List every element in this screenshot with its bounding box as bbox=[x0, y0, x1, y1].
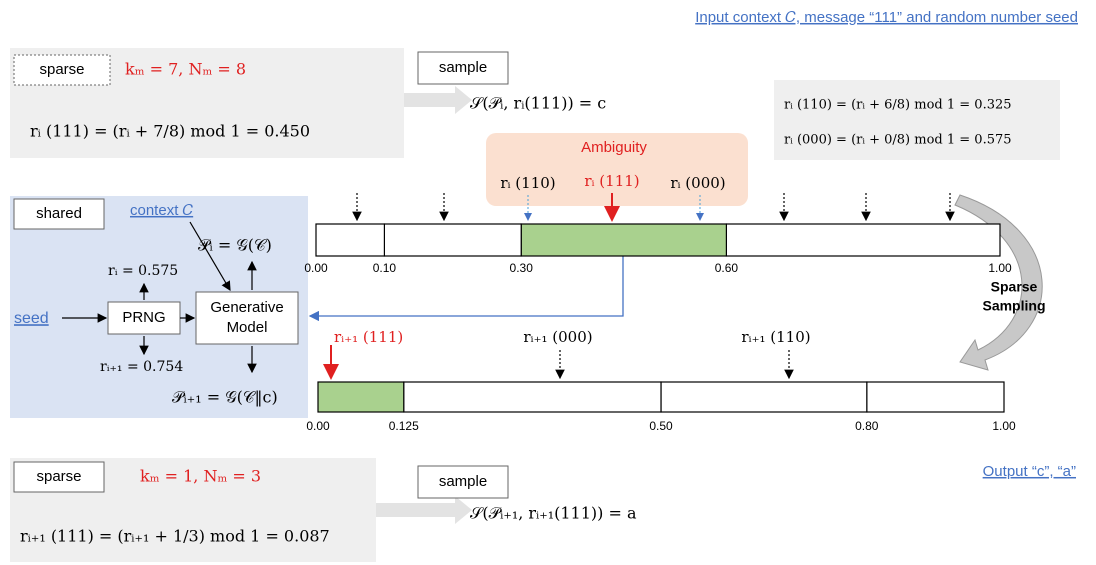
flow-arrow bbox=[404, 86, 472, 114]
tick-label: 1.00 bbox=[992, 419, 1016, 433]
segment bbox=[403, 381, 662, 413]
ambiguity-title: Ambiguity bbox=[581, 139, 647, 156]
tag: sparse bbox=[39, 61, 84, 78]
tag-box bbox=[13, 198, 105, 230]
model-box bbox=[195, 291, 299, 345]
flow-arrow bbox=[376, 496, 472, 524]
tick-label: 0.00 bbox=[304, 261, 328, 275]
tag-box bbox=[13, 54, 111, 86]
tick-label: 0.125 bbox=[389, 419, 419, 433]
tag: sample bbox=[439, 59, 487, 76]
tag: sample bbox=[439, 473, 487, 490]
formula: 𝒮(𝒫ᵢ₊₁, rᵢ₊₁(111)) = a bbox=[470, 504, 637, 523]
model: Generative bbox=[210, 299, 283, 316]
output-link: Output “c”, “a” bbox=[983, 463, 1076, 480]
tick-label: 0.80 bbox=[855, 419, 879, 433]
alt-panel bbox=[774, 80, 1060, 160]
segment bbox=[725, 223, 1001, 257]
prng: PRNG bbox=[122, 309, 165, 326]
dist-next: 𝒫ᵢ₊₁ = 𝒢(𝒞‖c) bbox=[172, 388, 278, 407]
params: kₘ = 1, Nₘ = 3 bbox=[140, 467, 261, 486]
segment bbox=[383, 223, 522, 257]
dist: 𝒫ᵢ = 𝒢(𝒞) bbox=[198, 236, 272, 255]
segment bbox=[660, 381, 868, 413]
tick-label: 0.10 bbox=[373, 261, 397, 275]
model: Model bbox=[227, 319, 268, 336]
segment bbox=[520, 223, 728, 257]
ri: rᵢ = 0.575 bbox=[108, 263, 178, 279]
pointer-label: rᵢ₊₁ (000) bbox=[523, 328, 592, 346]
tick-label: 0.00 bbox=[306, 419, 330, 433]
connectors bbox=[62, 194, 1043, 374]
segment bbox=[315, 223, 386, 257]
segment bbox=[866, 381, 1005, 413]
pointer-label: rᵢ₊₁ (111) bbox=[334, 328, 403, 346]
sparse-sampling: Sampling bbox=[982, 298, 1045, 314]
pointer-arrows bbox=[323, 193, 955, 380]
context-link: context 𝐶 bbox=[130, 202, 194, 219]
tag: shared bbox=[36, 205, 82, 222]
formula: rᵢ (110) = (rᵢ + 6/8) mod 1 = 0.325 bbox=[784, 98, 1012, 113]
formula: 𝒮(𝒫ᵢ, rᵢ(111)) = c bbox=[470, 94, 606, 113]
header-title: Input context 𝐶, message “111” and rando… bbox=[695, 9, 1078, 26]
tag: sparse bbox=[36, 468, 81, 485]
params: kₘ = 7, Nₘ = 8 bbox=[125, 60, 246, 79]
tick-label: 0.60 bbox=[715, 261, 739, 275]
formula: rᵢ (111) = (rᵢ + 7/8) mod 1 = 0.450 bbox=[30, 122, 310, 141]
seed-link: seed bbox=[14, 310, 49, 327]
interval-bars: 1.000.800.500.1250.00dcba1.000.600.300.1… bbox=[304, 193, 1016, 433]
tag-box bbox=[417, 465, 509, 499]
tag-box bbox=[417, 51, 509, 85]
pointer-label: rᵢ (111) bbox=[584, 172, 639, 190]
pointer-label: rᵢ₊₁ (110) bbox=[741, 328, 810, 346]
formula: rᵢ (000) = (rᵢ + 0/8) mod 1 = 0.575 bbox=[784, 133, 1012, 148]
tag-box bbox=[13, 461, 105, 493]
tick-label: 1.00 bbox=[988, 261, 1012, 275]
sparse-sampling: Sparse bbox=[991, 279, 1038, 295]
prng-box bbox=[107, 301, 181, 335]
ambiguity-box bbox=[486, 133, 748, 206]
pointer-label: rᵢ (000) bbox=[670, 174, 725, 192]
formula: rᵢ₊₁ (111) = (rᵢ₊₁ + 1/3) mod 1 = 0.087 bbox=[20, 527, 330, 546]
rnext: rᵢ₊₁ = 0.754 bbox=[100, 359, 183, 375]
pointer-label: rᵢ (110) bbox=[500, 174, 555, 192]
tick-label: 0.50 bbox=[649, 419, 673, 433]
segment bbox=[317, 381, 405, 413]
tick-label: 0.30 bbox=[510, 261, 534, 275]
